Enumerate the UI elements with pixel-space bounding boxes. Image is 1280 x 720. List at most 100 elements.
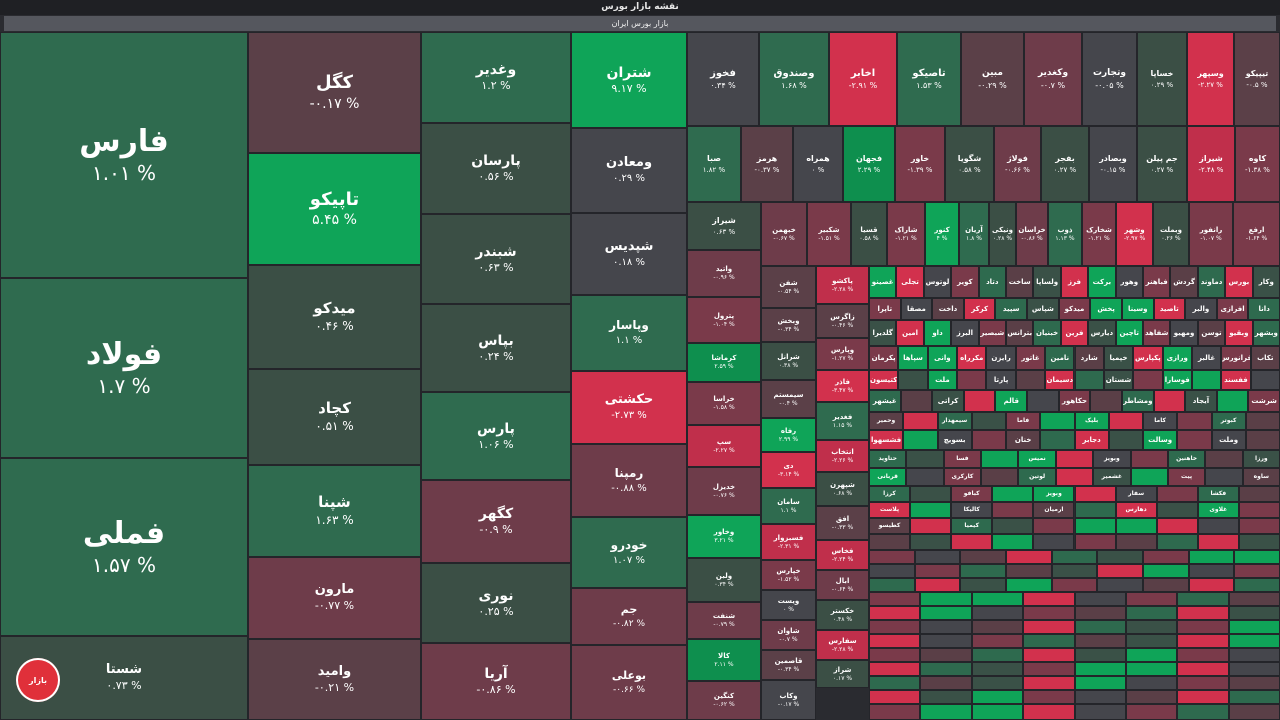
stock-tile-31[interactable]: تاصیکو ۱.۵۳ % <box>897 32 961 126</box>
mini-stock-tile[interactable]: افرازی <box>1216 298 1249 320</box>
mini-stock-tile[interactable] <box>869 676 921 690</box>
stock-tile-85[interactable]: شپهرن ۰.۶۸ % <box>816 472 869 506</box>
mini-stock-tile[interactable] <box>1074 606 1126 620</box>
mini-stock-tile[interactable] <box>1023 634 1075 648</box>
mini-stock-tile[interactable] <box>971 676 1024 690</box>
mini-stock-tile[interactable]: قربانی <box>869 468 907 486</box>
mini-stock-tile[interactable] <box>1125 662 1178 676</box>
mini-stock-tile[interactable] <box>992 518 1034 534</box>
mini-stock-tile[interactable] <box>1033 518 1075 534</box>
mini-stock-tile[interactable] <box>971 412 1006 430</box>
mini-stock-tile[interactable] <box>1130 450 1168 468</box>
mini-stock-tile[interactable] <box>1188 578 1235 592</box>
mini-stock-tile[interactable] <box>869 550 915 564</box>
stock-tile-72[interactable]: شرانل ۰.۳۸ % <box>761 342 816 380</box>
mini-stock-tile[interactable]: پخش <box>1090 298 1122 320</box>
mini-stock-tile[interactable] <box>1177 430 1212 450</box>
mini-stock-tile[interactable] <box>1006 578 1052 592</box>
mini-stock-tile[interactable] <box>1177 592 1229 606</box>
mini-stock-tile[interactable]: لوتین <box>1018 468 1056 486</box>
mini-stock-tile[interactable] <box>1040 412 1075 430</box>
stock-tile-40[interactable]: همراه ۰ % <box>793 126 843 202</box>
mini-stock-tile[interactable]: گلدیرا <box>869 320 897 346</box>
mini-stock-tile[interactable] <box>1125 676 1178 690</box>
mini-stock-tile[interactable]: تاپرا <box>869 298 901 320</box>
mini-stock-tile[interactable] <box>1238 486 1280 502</box>
stock-tile-30[interactable]: اخابر -۲.۹۱ % <box>829 32 897 126</box>
mini-stock-tile[interactable] <box>1238 502 1280 518</box>
mini-stock-tile[interactable]: فوسارا <box>1162 370 1192 390</box>
stock-tile-83[interactable]: وخاور ۳.۲۱ % <box>687 515 761 558</box>
mini-stock-tile[interactable]: ومشاطر <box>1121 390 1154 412</box>
mini-stock-tile[interactable] <box>1125 620 1178 634</box>
mini-stock-tile[interactable] <box>1115 518 1157 534</box>
mini-stock-tile[interactable]: بترانس <box>1006 320 1034 346</box>
mini-stock-tile[interactable]: شارد <box>1074 346 1104 370</box>
mini-stock-tile[interactable]: غيشهر <box>869 390 901 412</box>
mini-stock-tile[interactable] <box>1228 634 1280 648</box>
mini-stock-tile[interactable] <box>1125 648 1178 662</box>
stock-tile-86[interactable]: ولبن ۰.۳۴ % <box>687 558 761 602</box>
stock-tile-36[interactable]: وسپهر -۲.۲۷ % <box>1187 32 1234 126</box>
mini-stock-tile[interactable] <box>1228 606 1280 620</box>
stock-tile-77[interactable]: سپ -۲.۲۷ % <box>687 425 761 467</box>
mini-stock-tile[interactable] <box>869 648 921 662</box>
mini-stock-tile[interactable]: کاما <box>1143 412 1178 430</box>
stock-tile-10[interactable]: وامید -۰.۲۱ % <box>248 639 421 720</box>
stock-tile-18[interactable]: آریا -۰.۸۶ % <box>421 643 571 720</box>
stock-tile-38[interactable]: صبا ۱.۸۲ % <box>687 126 741 202</box>
stock-tile-23[interactable]: حکشتی -۲.۷۳ % <box>571 371 687 444</box>
mini-stock-tile[interactable] <box>1228 620 1280 634</box>
stock-tile-9[interactable]: مارون -۰.۷۷ % <box>248 557 421 639</box>
mini-stock-tile[interactable] <box>1015 370 1046 390</box>
mini-stock-tile[interactable] <box>1108 430 1143 450</box>
mini-stock-tile[interactable] <box>1074 620 1126 634</box>
stock-tile-90[interactable]: خپارس -۱.۵۲ % <box>761 560 816 590</box>
mini-stock-tile[interactable] <box>1156 502 1198 518</box>
stock-tile-101[interactable]: شراز ۰.۱۷ % <box>816 660 869 688</box>
mini-stock-tile[interactable]: شپاس <box>1027 298 1059 320</box>
mini-stock-tile[interactable]: مصقا <box>900 298 933 320</box>
mini-stock-tile[interactable] <box>1245 412 1280 430</box>
mini-stock-tile[interactable] <box>960 564 1006 578</box>
mini-stock-tile[interactable] <box>1074 690 1126 704</box>
mini-stock-tile[interactable] <box>971 620 1024 634</box>
stock-tile-70[interactable]: زاگرس -۰.۴۶ % <box>816 304 869 338</box>
mini-stock-tile[interactable] <box>1074 486 1116 502</box>
mini-stock-tile[interactable]: ومهیو <box>1170 320 1198 346</box>
stock-tile-29[interactable]: وصندوق ۱.۶۸ % <box>759 32 829 126</box>
mini-stock-tile[interactable] <box>1156 486 1198 502</box>
mini-stock-tile[interactable] <box>1177 648 1229 662</box>
mini-stock-tile[interactable]: سفار <box>1115 486 1157 502</box>
mini-stock-tile[interactable] <box>981 468 1019 486</box>
mini-stock-tile[interactable] <box>1074 634 1126 648</box>
mini-stock-tile[interactable]: غصینو <box>869 266 897 298</box>
mini-stock-tile[interactable] <box>1125 690 1178 704</box>
stock-tile-34[interactable]: وتجارت -۰.۰۵ % <box>1082 32 1137 126</box>
mini-stock-tile[interactable]: قالم <box>995 390 1028 412</box>
mini-stock-tile[interactable]: دماوند <box>1197 266 1226 298</box>
mini-stock-tile[interactable]: فرانورس <box>1221 346 1251 370</box>
stock-tile-44[interactable]: فولاژ -۰.۶۶ % <box>994 126 1041 202</box>
stock-tile-89[interactable]: شنفت -۰.۷۹ % <box>687 602 761 639</box>
stock-tile-26[interactable]: جم -۰.۸۲ % <box>571 588 687 645</box>
stock-tile-97[interactable]: خکستر ۰.۴۸ % <box>816 600 869 630</box>
mini-stock-tile[interactable]: فاما <box>1006 412 1041 430</box>
mini-stock-tile[interactable] <box>898 370 928 390</box>
stock-tile-0[interactable]: فارس ۱.۰۱ % <box>0 32 248 278</box>
mini-stock-tile[interactable]: فشسهوا <box>869 430 904 450</box>
stock-tile-39[interactable]: هرمز -۰.۳۷ % <box>741 126 793 202</box>
mini-stock-tile[interactable]: توسن <box>1197 320 1226 346</box>
mini-stock-tile[interactable] <box>1216 390 1249 412</box>
mini-stock-tile[interactable]: پلاست <box>869 502 911 518</box>
mini-stock-tile[interactable] <box>1023 676 1075 690</box>
mini-stock-tile[interactable] <box>1188 550 1235 564</box>
mini-stock-tile[interactable]: ساخت <box>1006 266 1034 298</box>
mini-stock-tile[interactable]: غلاوی <box>1197 502 1239 518</box>
mini-stock-tile[interactable]: نمیس <box>1018 450 1056 468</box>
stock-tile-66[interactable]: شفن -۰.۵۴ % <box>761 266 816 308</box>
mini-stock-tile[interactable] <box>971 648 1024 662</box>
stock-tile-24[interactable]: رمپنا -۰.۸۸ % <box>571 444 687 517</box>
mini-stock-tile[interactable] <box>910 518 952 534</box>
mini-stock-tile[interactable] <box>1197 518 1239 534</box>
